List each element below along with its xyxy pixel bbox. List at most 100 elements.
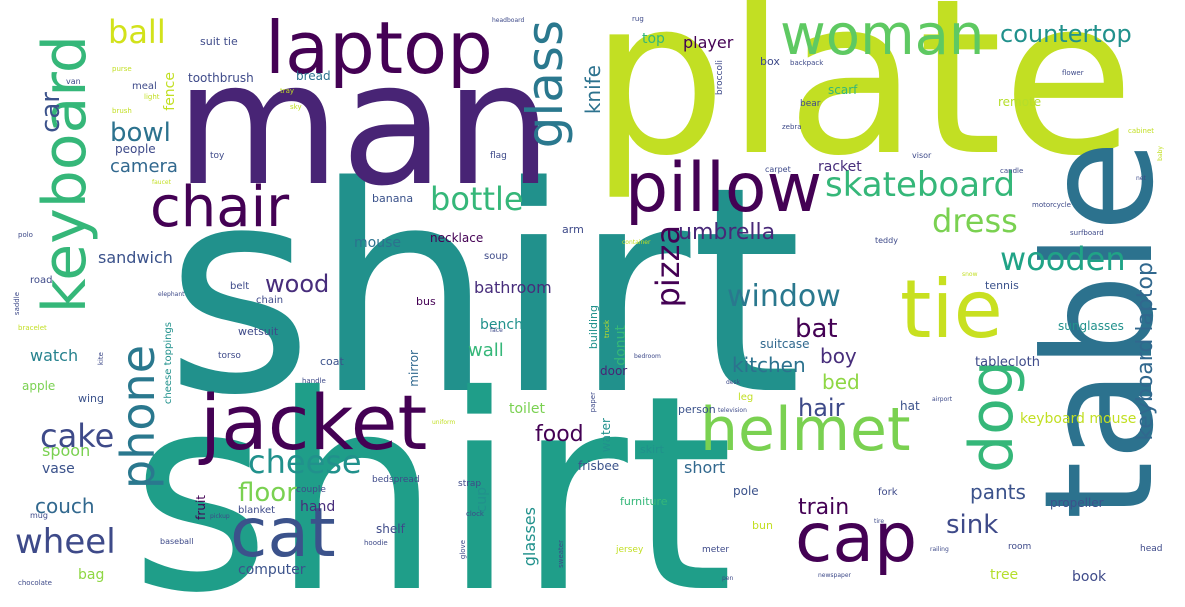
word-countertop: countertop xyxy=(1000,20,1132,48)
word-headboard: headboard xyxy=(492,17,525,24)
word-couch: couch xyxy=(35,494,95,518)
word-room: room xyxy=(1008,542,1032,552)
word-shirt-2: shirt xyxy=(130,337,734,607)
word-pole: pole xyxy=(733,484,759,498)
word-road: road xyxy=(30,275,53,286)
word-bus: bus xyxy=(416,295,436,308)
word-surfboard: surfboard xyxy=(1070,229,1104,237)
word-couple: couple xyxy=(296,485,326,495)
word-pen: pen xyxy=(722,575,734,582)
word-kitchen: kitchen xyxy=(732,353,806,377)
word-computer: computer xyxy=(238,562,306,578)
word-car: car xyxy=(36,92,66,133)
word-bed: bed xyxy=(822,370,860,394)
word-cheese: cheese xyxy=(248,443,362,481)
word-uniform: uniform xyxy=(432,419,456,426)
word-candle: candle xyxy=(1000,167,1024,175)
word-sunglasses: sunglasses xyxy=(1058,319,1124,333)
word-handle: handle xyxy=(302,377,326,385)
word-tie: tie xyxy=(900,263,1003,356)
word-bear: bear xyxy=(800,99,821,109)
word-plate: plate xyxy=(590,0,1135,203)
word-necklace: necklace xyxy=(430,231,484,245)
word-chair: chair xyxy=(150,175,290,240)
word-shirt-1: shirt xyxy=(165,126,803,458)
word-chain: chain xyxy=(256,295,284,306)
word-faucet: faucet xyxy=(152,179,171,186)
word-racket: racket xyxy=(818,159,862,175)
word-baseball: baseball xyxy=(160,537,194,546)
word-phone: phone xyxy=(111,345,165,489)
word-teddy: teddy xyxy=(875,236,898,245)
word-snow: snow xyxy=(962,271,978,278)
word-hat: hat xyxy=(900,399,920,413)
word-hand: hand xyxy=(300,499,336,515)
word-pillow: pillow xyxy=(625,149,823,228)
word-scarf: scarf xyxy=(828,83,858,97)
word-hair: hair xyxy=(798,394,845,422)
word-mouse: mouse xyxy=(354,235,401,251)
word-toy: toy xyxy=(210,151,225,161)
word-banana: banana xyxy=(372,192,414,205)
word-wing: wing xyxy=(78,392,105,405)
word-belt: belt xyxy=(230,281,250,292)
word-jersey: jersey xyxy=(616,545,644,555)
word-skateboard: skateboard xyxy=(825,165,1016,205)
word-propeller: propeller xyxy=(1050,496,1104,510)
word-glasses: glasses xyxy=(520,507,539,567)
word-sink: sink xyxy=(946,510,999,540)
word-bag: bag xyxy=(78,567,105,583)
word-flag: flag xyxy=(490,151,507,161)
word-wall: wall xyxy=(468,340,504,361)
word-donut: donut xyxy=(613,325,629,366)
word-railing: railing xyxy=(930,546,949,553)
word-fork: fork xyxy=(878,487,898,498)
word-bat: bat xyxy=(795,314,838,344)
word-mug: mug xyxy=(30,511,48,520)
word-flower: flower xyxy=(1062,69,1084,77)
word-camera: camera xyxy=(110,156,178,177)
word-cheese-toppings: cheese toppings xyxy=(163,322,174,405)
word-player: player xyxy=(683,33,734,52)
word-elephant: elephant xyxy=(158,291,185,298)
word-floor: floor xyxy=(238,478,297,508)
word-people: people xyxy=(115,142,156,156)
word-skirt: skirt xyxy=(640,443,664,456)
word-paper: paper xyxy=(589,392,597,413)
word-bathroom: bathroom xyxy=(474,278,552,297)
word-train: train xyxy=(798,495,850,520)
word-television: television xyxy=(718,407,747,414)
word-dog: dog xyxy=(957,360,1027,473)
word-toothbrush: toothbrush xyxy=(188,71,254,85)
word-box: box xyxy=(760,55,780,68)
word-tennis: tennis xyxy=(985,279,1019,292)
word-newspaper: newspaper xyxy=(818,572,851,579)
word-polo: polo xyxy=(18,231,33,239)
word-baby: baby xyxy=(1157,146,1164,161)
word-toilet: toilet xyxy=(509,401,545,417)
word-food: food xyxy=(535,422,584,447)
word-bread: bread xyxy=(296,69,331,83)
word-remote: remote xyxy=(998,95,1042,109)
word-bracelet: bracelet xyxy=(18,324,47,332)
word-torso: torso xyxy=(218,351,241,361)
word-van: van xyxy=(66,77,81,86)
word-motorcycle: motorcycle xyxy=(1032,201,1071,209)
word-container: container xyxy=(622,239,651,246)
word-spoon: spoon xyxy=(42,441,91,460)
word-top: top xyxy=(642,31,665,47)
word-door: door xyxy=(600,364,628,378)
word-brush: brush xyxy=(112,107,132,115)
word-book: book xyxy=(1072,569,1107,585)
word-bedspread: bedspread xyxy=(372,475,420,485)
word-keyboard: keyboard xyxy=(30,35,100,314)
word-suit-tie: suit tie xyxy=(200,35,238,48)
word-saddle: saddle xyxy=(13,292,21,316)
word-fence: fence xyxy=(162,72,178,111)
word-suitcase: suitcase xyxy=(760,337,810,351)
word-arm: arm xyxy=(562,223,584,236)
word-backpack: backpack xyxy=(790,59,824,67)
word-wetsuit: wetsuit xyxy=(238,325,279,338)
word-cap: cap xyxy=(795,499,918,578)
